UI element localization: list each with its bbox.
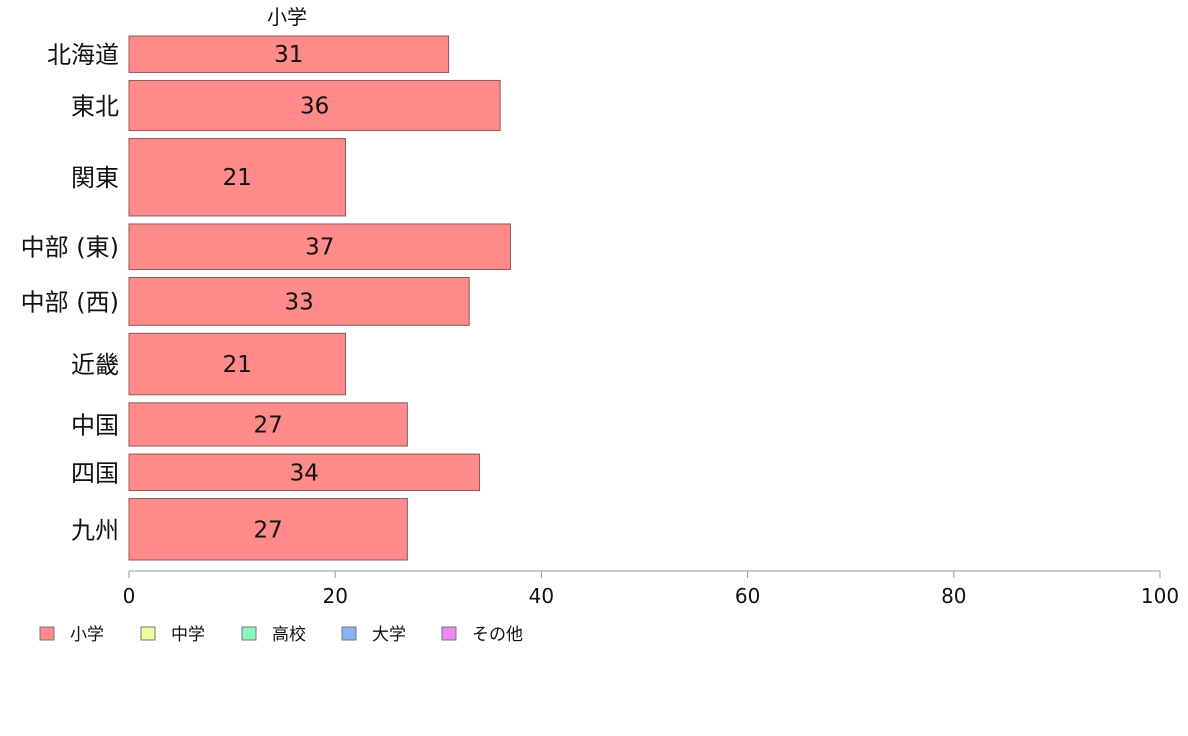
bar-1-3 — [128, 138, 347, 217]
x-tick-label-2: 20 — [322, 584, 347, 608]
x-tick-label-4: 60 — [735, 584, 760, 608]
x-tick-label-1: 0 — [123, 584, 136, 608]
value-label-8: 34 — [290, 460, 319, 486]
category-label-4: 中部 (東) — [21, 234, 119, 262]
bar-1-6 — [128, 332, 347, 396]
value-label-4: 37 — [305, 235, 334, 261]
category-label-5: 中部 (西) — [21, 288, 119, 316]
legend-swatch-4 — [341, 626, 357, 641]
value-label-9: 27 — [254, 517, 283, 543]
legend-label-5: その他 — [472, 625, 523, 645]
x-tick-label-3: 40 — [529, 584, 554, 608]
bar-1-5 — [128, 277, 470, 326]
legend-swatch-3 — [241, 626, 257, 641]
x-tick-label-5: 80 — [941, 584, 966, 608]
legend-label-4: 大学 — [372, 625, 406, 645]
x-axis: 0 20 40 60 80 100 — [123, 570, 1179, 608]
legend-swatch-2 — [140, 626, 156, 641]
legend: 小学 中学 高校 大学 その他 — [39, 625, 523, 645]
column-title: 小学 — [267, 5, 307, 29]
bar-1-4 — [128, 223, 511, 271]
category-label-9: 九州 — [71, 516, 119, 544]
legend-label-2: 中学 — [171, 625, 205, 645]
category-label-7: 中国 — [71, 411, 119, 439]
x-tick-label-6: 100 — [1141, 584, 1179, 608]
value-labels: 31 36 21 37 33 21 27 34 27 — [223, 42, 335, 543]
legend-swatch-1 — [39, 626, 55, 641]
bar-1-9 — [128, 498, 408, 561]
legend-label-1: 小学 — [70, 625, 104, 645]
bars-group — [128, 35, 511, 561]
value-label-3: 21 — [223, 165, 252, 191]
bar-1-1 — [128, 35, 450, 73]
value-label-2: 36 — [300, 93, 329, 119]
bar-1-7 — [128, 402, 408, 447]
bar-1-2 — [128, 79, 501, 132]
value-label-1: 31 — [274, 42, 303, 68]
category-label-3: 関東 — [71, 164, 119, 192]
value-label-6: 21 — [223, 352, 252, 378]
value-label-7: 27 — [254, 412, 283, 438]
category-label-2: 東北 — [71, 92, 119, 120]
legend-label-3: 高校 — [272, 625, 306, 645]
category-label-1: 北海道 — [47, 41, 119, 69]
bar-1-8 — [128, 453, 481, 492]
category-label-6: 近畿 — [71, 351, 119, 379]
value-label-5: 33 — [284, 289, 313, 315]
category-label-8: 四国 — [71, 459, 119, 487]
legend-swatch-5 — [441, 626, 457, 641]
